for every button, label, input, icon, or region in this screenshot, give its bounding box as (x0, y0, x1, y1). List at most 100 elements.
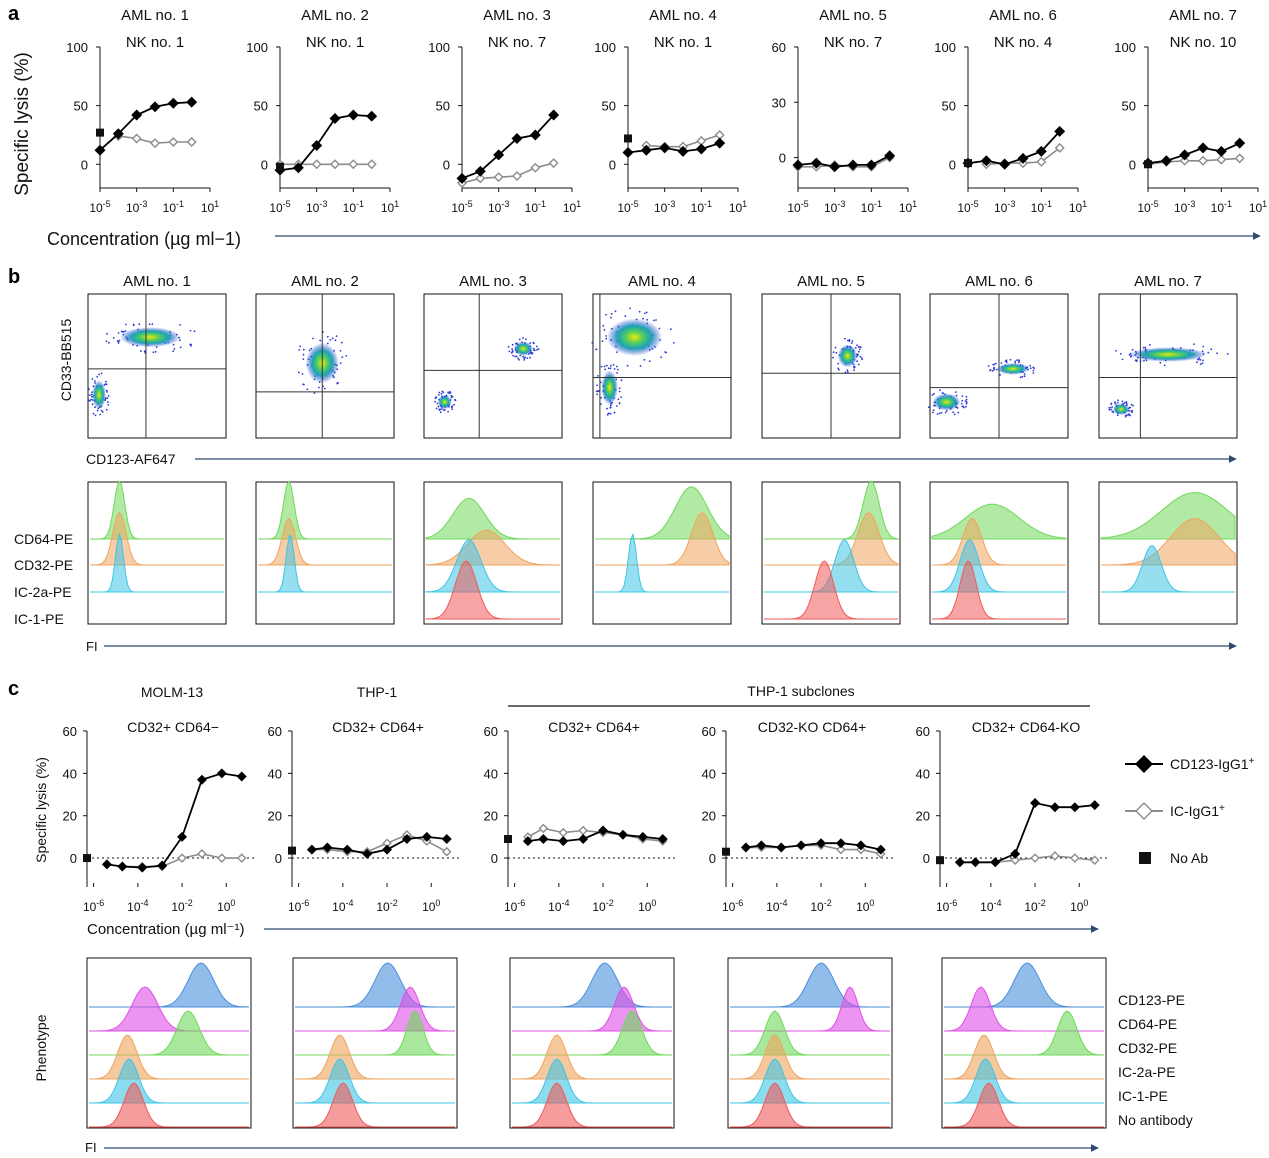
panel-c-hist-peak (89, 986, 249, 1032)
panel-b-event-dot (1193, 343, 1195, 345)
panel-c-x-tick-label: 10-4 (332, 898, 353, 914)
panel-c-ic-marker (177, 853, 187, 863)
panel-a-x-tick-label: 10-3 (488, 199, 509, 215)
panel-b-event-dot (1201, 362, 1204, 365)
panel-b-event-dot (1033, 367, 1035, 370)
panel-a-ic-marker (186, 137, 197, 147)
panel-c-ic-marker (558, 827, 569, 838)
panel-c-cd123-line (106, 772, 242, 869)
panel-a-x-tick-label: 10-5 (269, 199, 290, 215)
panel-b-event-dot (345, 354, 348, 357)
panel-b-event-dot (98, 373, 100, 376)
panel-b-event-dot (1005, 359, 1008, 362)
panel-b-event-dot (1123, 402, 1126, 404)
panel-c-cd123-marker (1030, 798, 1041, 808)
panel-b-dot-y-label: CD33-BB515 (58, 319, 74, 402)
panel-b-event-dot (1144, 346, 1147, 349)
panel-c-x-tick-label: 100 (422, 898, 440, 914)
panel-a-cd123-marker (999, 158, 1011, 170)
panel-c-hist-peak (944, 1082, 1104, 1128)
panel-c-no-ab-marker (288, 846, 296, 855)
panel-b-event-dot (1032, 372, 1035, 374)
panel-b-event-dot (648, 360, 651, 362)
panel-b-density-cluster (601, 370, 618, 405)
panel-c-cd123-marker (216, 768, 227, 779)
panel-b-event-dot (438, 394, 440, 396)
panel-b-event-dot (603, 329, 606, 331)
panel-c-y-tick-label: 20 (268, 809, 282, 824)
panel-b-dotplot-frame (1098, 293, 1238, 439)
panel-b-event-dot (1134, 359, 1137, 362)
panel-a-subplot-title: AML no. 7 (1169, 7, 1237, 24)
panel-b-hist-peak (595, 532, 729, 593)
panel-c-hist-peak (89, 1082, 249, 1128)
panel-b-event-dot (1207, 351, 1210, 354)
panel-b-event-dot (517, 357, 519, 360)
legend-label: No Ab (1170, 850, 1208, 866)
panel-b-event-dot (439, 411, 442, 414)
panel-c-subplot: MOLM-13 CD32+ CD64− 60 40 20 0 10-6 10-4 10-2 100 (63, 684, 255, 914)
panel-b-event-dot (453, 403, 455, 406)
panel-c-ic-marker (1089, 855, 1100, 865)
panel-c-cd123-marker (617, 829, 628, 840)
panel-b-dotplot-title: AML no. 5 (797, 273, 865, 290)
panel-b-histogram (87, 480, 227, 625)
panel-b-event-dot (1016, 359, 1018, 362)
panel-b-event-dot (451, 395, 454, 398)
panel-c-hist-series-label: No antibody (1118, 1112, 1193, 1128)
panel-b-event-dot (956, 407, 959, 409)
panel-b-event-dot (655, 319, 657, 321)
panel-b-event-dot (326, 335, 329, 338)
panel-c-cd123-marker (177, 831, 188, 842)
panel-b-event-dot (965, 405, 967, 408)
panel-b-hist-peak (1101, 545, 1235, 593)
panel-c-y-tick-label: 20 (63, 809, 77, 824)
panel-c-cd123-marker (835, 838, 846, 849)
panel-b-event-dot (604, 368, 607, 371)
panel-b-event-dot (179, 339, 181, 342)
panel-a-y-tick-label: 0 (1129, 157, 1136, 172)
panel-c-hist-peak (944, 1010, 1105, 1056)
panel-a-subplot: AML no. 3 NK no. 7 100 50 0 10-5 10-3 10-1 101 (428, 7, 581, 215)
panel-b-event-dot (610, 364, 612, 367)
panel-c-ic-marker (236, 853, 247, 863)
panel-a-subplot-title: AML no. 2 (301, 7, 369, 24)
panel-b-event-dot (105, 380, 107, 383)
panel-b-event-dot (859, 355, 862, 358)
panel-b-event-dot (944, 411, 947, 414)
panel-b-event-dot (104, 383, 107, 385)
panel-b-histogram (761, 480, 901, 625)
panel-b-event-dot (609, 406, 612, 409)
panel-b-event-dot (143, 350, 146, 353)
panel-b-event-dot (92, 412, 95, 415)
panel-b-event-dot (596, 390, 599, 392)
panel-c-histogram (509, 957, 675, 1129)
panel-b-event-dot (1108, 406, 1111, 409)
panel-b-event-dot (617, 368, 619, 371)
panel-b-event-dot (1000, 362, 1003, 364)
panel-b-event-dot (672, 342, 675, 344)
panel-b-event-dot (992, 368, 995, 370)
panel-a-subplot-nk-label: NK no. 1 (306, 34, 364, 51)
panel-a-subplot-nk-label: NK no. 7 (488, 34, 546, 51)
panel-b-density-cluster (932, 393, 961, 411)
panel-b-event-dot (1202, 345, 1205, 348)
panel-b-event-dot (100, 372, 103, 375)
panel-a-x-tick-label: 10-5 (1137, 199, 1158, 215)
panel-b-event-dot (90, 398, 92, 401)
panel-b-event-dot (507, 345, 510, 348)
panel-c-cd123-marker (306, 844, 317, 855)
panel-b-letter: b (8, 266, 20, 288)
panel-b-event-dot (964, 400, 967, 402)
panel-b-hist-peak (425, 560, 560, 620)
panel-c-cd123-marker (441, 834, 452, 844)
panel-b-event-dot (660, 356, 662, 359)
panel-b-event-dot (626, 364, 629, 367)
panel-a-cd123-marker (1197, 142, 1209, 154)
legend-series-diamond (1135, 755, 1153, 773)
panel-b-event-dot (856, 360, 858, 363)
panel-c-cd123-marker (875, 844, 886, 855)
panel-b-dotplot: AML no. 4 (591, 273, 732, 439)
panel-b-hist-series-label: CD64-PE (14, 531, 73, 547)
panel-a-x-tick-label: 10-1 (343, 199, 364, 215)
